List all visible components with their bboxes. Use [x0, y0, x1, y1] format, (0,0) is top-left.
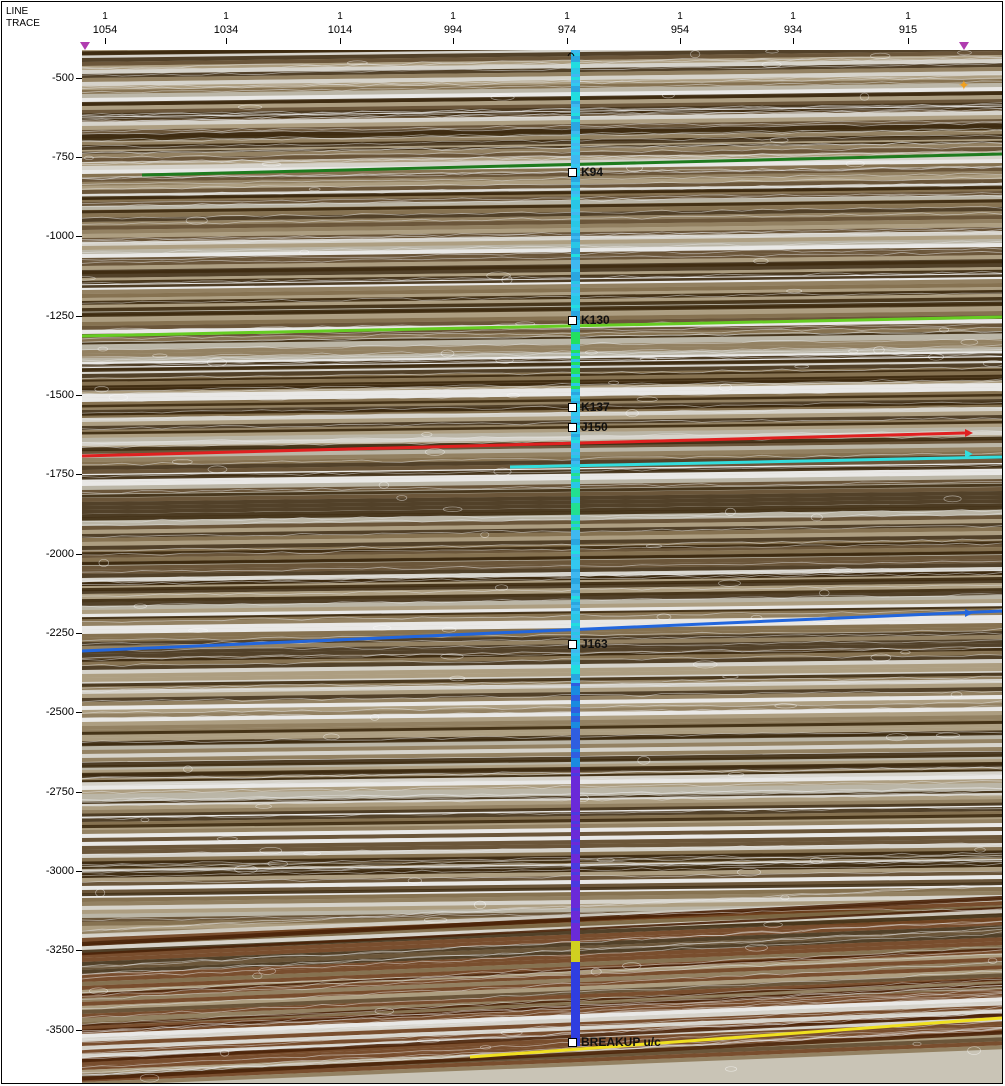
horizon-line[interactable]: [469, 1016, 1002, 1059]
depth-label: -1000: [45, 230, 74, 242]
well-top-marker[interactable]: [568, 1038, 577, 1047]
line-tick-934: 1: [790, 11, 796, 22]
depth-label: -1250: [45, 310, 74, 322]
well-top-marker[interactable]: [568, 316, 577, 325]
well-top-label-k94: K94: [581, 165, 604, 179]
depth-tick: [76, 633, 82, 634]
depth-label: -2500: [45, 706, 74, 718]
well-top-marker[interactable]: [568, 640, 577, 649]
tick-mark: [567, 38, 568, 44]
depth-label: -1500: [45, 389, 74, 401]
tick-mark: [908, 38, 909, 44]
trace-tick-915: 915: [898, 24, 918, 36]
horizon-line[interactable]: [82, 431, 966, 458]
depth-tick: [76, 474, 82, 475]
depth-label: -3000: [45, 865, 74, 877]
well-trajectory: [567, 52, 575, 57]
line-label: LINE: [6, 6, 29, 17]
depth-tick: [76, 157, 82, 158]
well-top-label-k130: K130: [581, 313, 610, 327]
tick-mark: [680, 38, 681, 44]
trace-label: TRACE: [6, 18, 40, 29]
depth-label: -2750: [45, 786, 74, 798]
depth-tick: [76, 871, 82, 872]
depth-tick: [76, 554, 82, 555]
depth-label: -1750: [45, 468, 74, 480]
trace-tick-954: 954: [670, 24, 690, 36]
depth-tick: [76, 78, 82, 79]
well-top-label-j150: J150: [581, 420, 608, 434]
trace-tick-934: 934: [783, 24, 803, 36]
trace-header: LINE TRACE 1 1054 1 1034 1 1014 1 994 1 …: [2, 2, 1002, 50]
depth-tick: [76, 395, 82, 396]
seismic-image: ✦: [82, 50, 1002, 1084]
line-tick-1014: 1: [337, 11, 343, 22]
tick-mark: [340, 38, 341, 44]
tick-mark: [453, 38, 454, 44]
line-tick-915: 1: [905, 11, 911, 22]
well-top-label-k137: K137: [581, 400, 610, 414]
depth-label: -3250: [45, 944, 74, 956]
depth-tick: [76, 1030, 82, 1031]
horizon-end-marker: [965, 450, 973, 458]
trace-tick-974: 974: [557, 24, 577, 36]
depth-label: -2000: [45, 548, 74, 560]
well-top-marker[interactable]: [568, 168, 577, 177]
horizon-end-marker: [965, 429, 973, 437]
horizon-line[interactable]: [82, 609, 1002, 653]
depth-tick: [76, 316, 82, 317]
line-tick-1034: 1: [223, 11, 229, 22]
tick-mark: [793, 38, 794, 44]
depth-label: -3500: [45, 1024, 74, 1036]
well-top-label-breakup: BREAKUP u/c: [581, 1035, 661, 1049]
line-tick-954: 1: [677, 11, 683, 22]
horizon-line[interactable]: [509, 455, 1002, 469]
tick-mark: [105, 38, 106, 44]
horizon-end-marker: [965, 609, 973, 617]
tick-mark: [226, 38, 227, 44]
depth-tick: [76, 950, 82, 951]
trace-tick-1034: 1034: [213, 24, 239, 36]
line-tick-1054: 1: [102, 11, 108, 22]
well-top-label-j163: J163: [581, 637, 608, 651]
depth-tick: [76, 712, 82, 713]
depth-tick: [76, 236, 82, 237]
trace-tick-1054: 1054: [92, 24, 118, 36]
trace-tick-1014: 1014: [327, 24, 353, 36]
line-tick-974: 1: [564, 11, 570, 22]
horizon-line[interactable]: [82, 315, 1002, 338]
depth-tick: [76, 792, 82, 793]
well-top-marker[interactable]: [568, 423, 577, 432]
depth-label: -500: [51, 72, 74, 84]
depth-label: -2250: [45, 627, 74, 639]
seismic-section[interactable]: ✦ K94 K130 K137 J150 J163 BREAKUP u/c: [82, 50, 1002, 1084]
trace-tick-994: 994: [443, 24, 463, 36]
section-start-marker-icon[interactable]: [80, 42, 90, 50]
star-marker-icon[interactable]: ✦: [958, 78, 970, 94]
section-end-marker-icon[interactable]: [959, 42, 969, 50]
line-tick-994: 1: [450, 11, 456, 22]
depth-label: -750: [51, 151, 74, 163]
depth-axis: -500 -750 -1000 -1250 -1500 -1750 -2000 …: [2, 50, 82, 1084]
well-top-marker[interactable]: [568, 403, 577, 412]
